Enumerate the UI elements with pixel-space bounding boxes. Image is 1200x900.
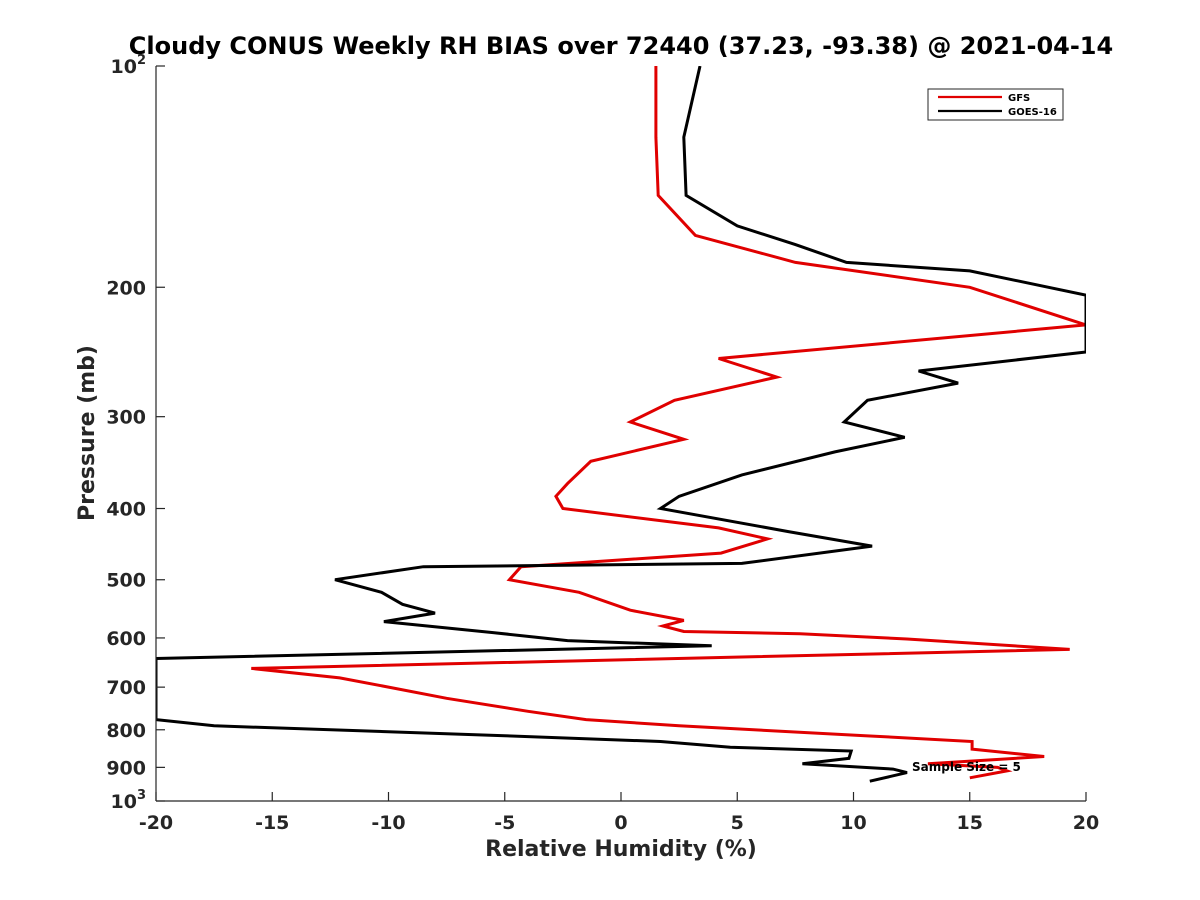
tick-layer: -20 -15 -10 -5 0 5 10 15 20 102 200 300 400 500 600 700… <box>106 53 1099 834</box>
x-tick-label: -10 <box>371 812 405 834</box>
series-line-gfs <box>251 66 1086 780</box>
plot-area <box>156 66 1086 801</box>
y-tick-label: 900 <box>106 757 146 779</box>
x-tick-label: -5 <box>494 812 515 834</box>
y-tick-label: 500 <box>106 570 146 592</box>
x-tick-label: 20 <box>1073 812 1099 834</box>
y-tick-label: 400 <box>106 499 146 521</box>
y-tick-label: 103 <box>111 788 147 813</box>
y-axis-label: Pressure (mb) <box>75 345 100 521</box>
series-line-goes16 <box>156 66 1086 783</box>
x-tick-label: -15 <box>255 812 289 834</box>
x-tick-label: 10 <box>840 812 866 834</box>
chart-title: Cloudy CONUS Weekly RH BIAS over 72440 (… <box>129 32 1113 60</box>
legend: GFS GOES-16 <box>927 88 1064 121</box>
x-tick-label: 5 <box>731 812 744 834</box>
legend-box <box>927 88 1064 121</box>
x-axis-label: Relative Humidity (%) <box>485 837 757 862</box>
series-layer <box>156 66 1086 783</box>
y-tick-label: 300 <box>106 407 146 429</box>
y-tick-label: 200 <box>106 277 146 299</box>
legend-label-goes16: GOES-16 <box>1008 107 1057 118</box>
y-tick-label: 700 <box>106 677 146 699</box>
x-tick-label: -20 <box>139 812 173 834</box>
x-tick-label: 15 <box>957 812 983 834</box>
legend-label-gfs: GFS <box>1008 93 1030 104</box>
y-tick-label: 600 <box>106 628 146 650</box>
sample-size-annotation: Sample Size = 5 <box>912 760 1021 774</box>
y-tick-label: 102 <box>111 53 147 78</box>
y-tick-label: 800 <box>106 720 146 742</box>
x-tick-label: 0 <box>614 812 627 834</box>
